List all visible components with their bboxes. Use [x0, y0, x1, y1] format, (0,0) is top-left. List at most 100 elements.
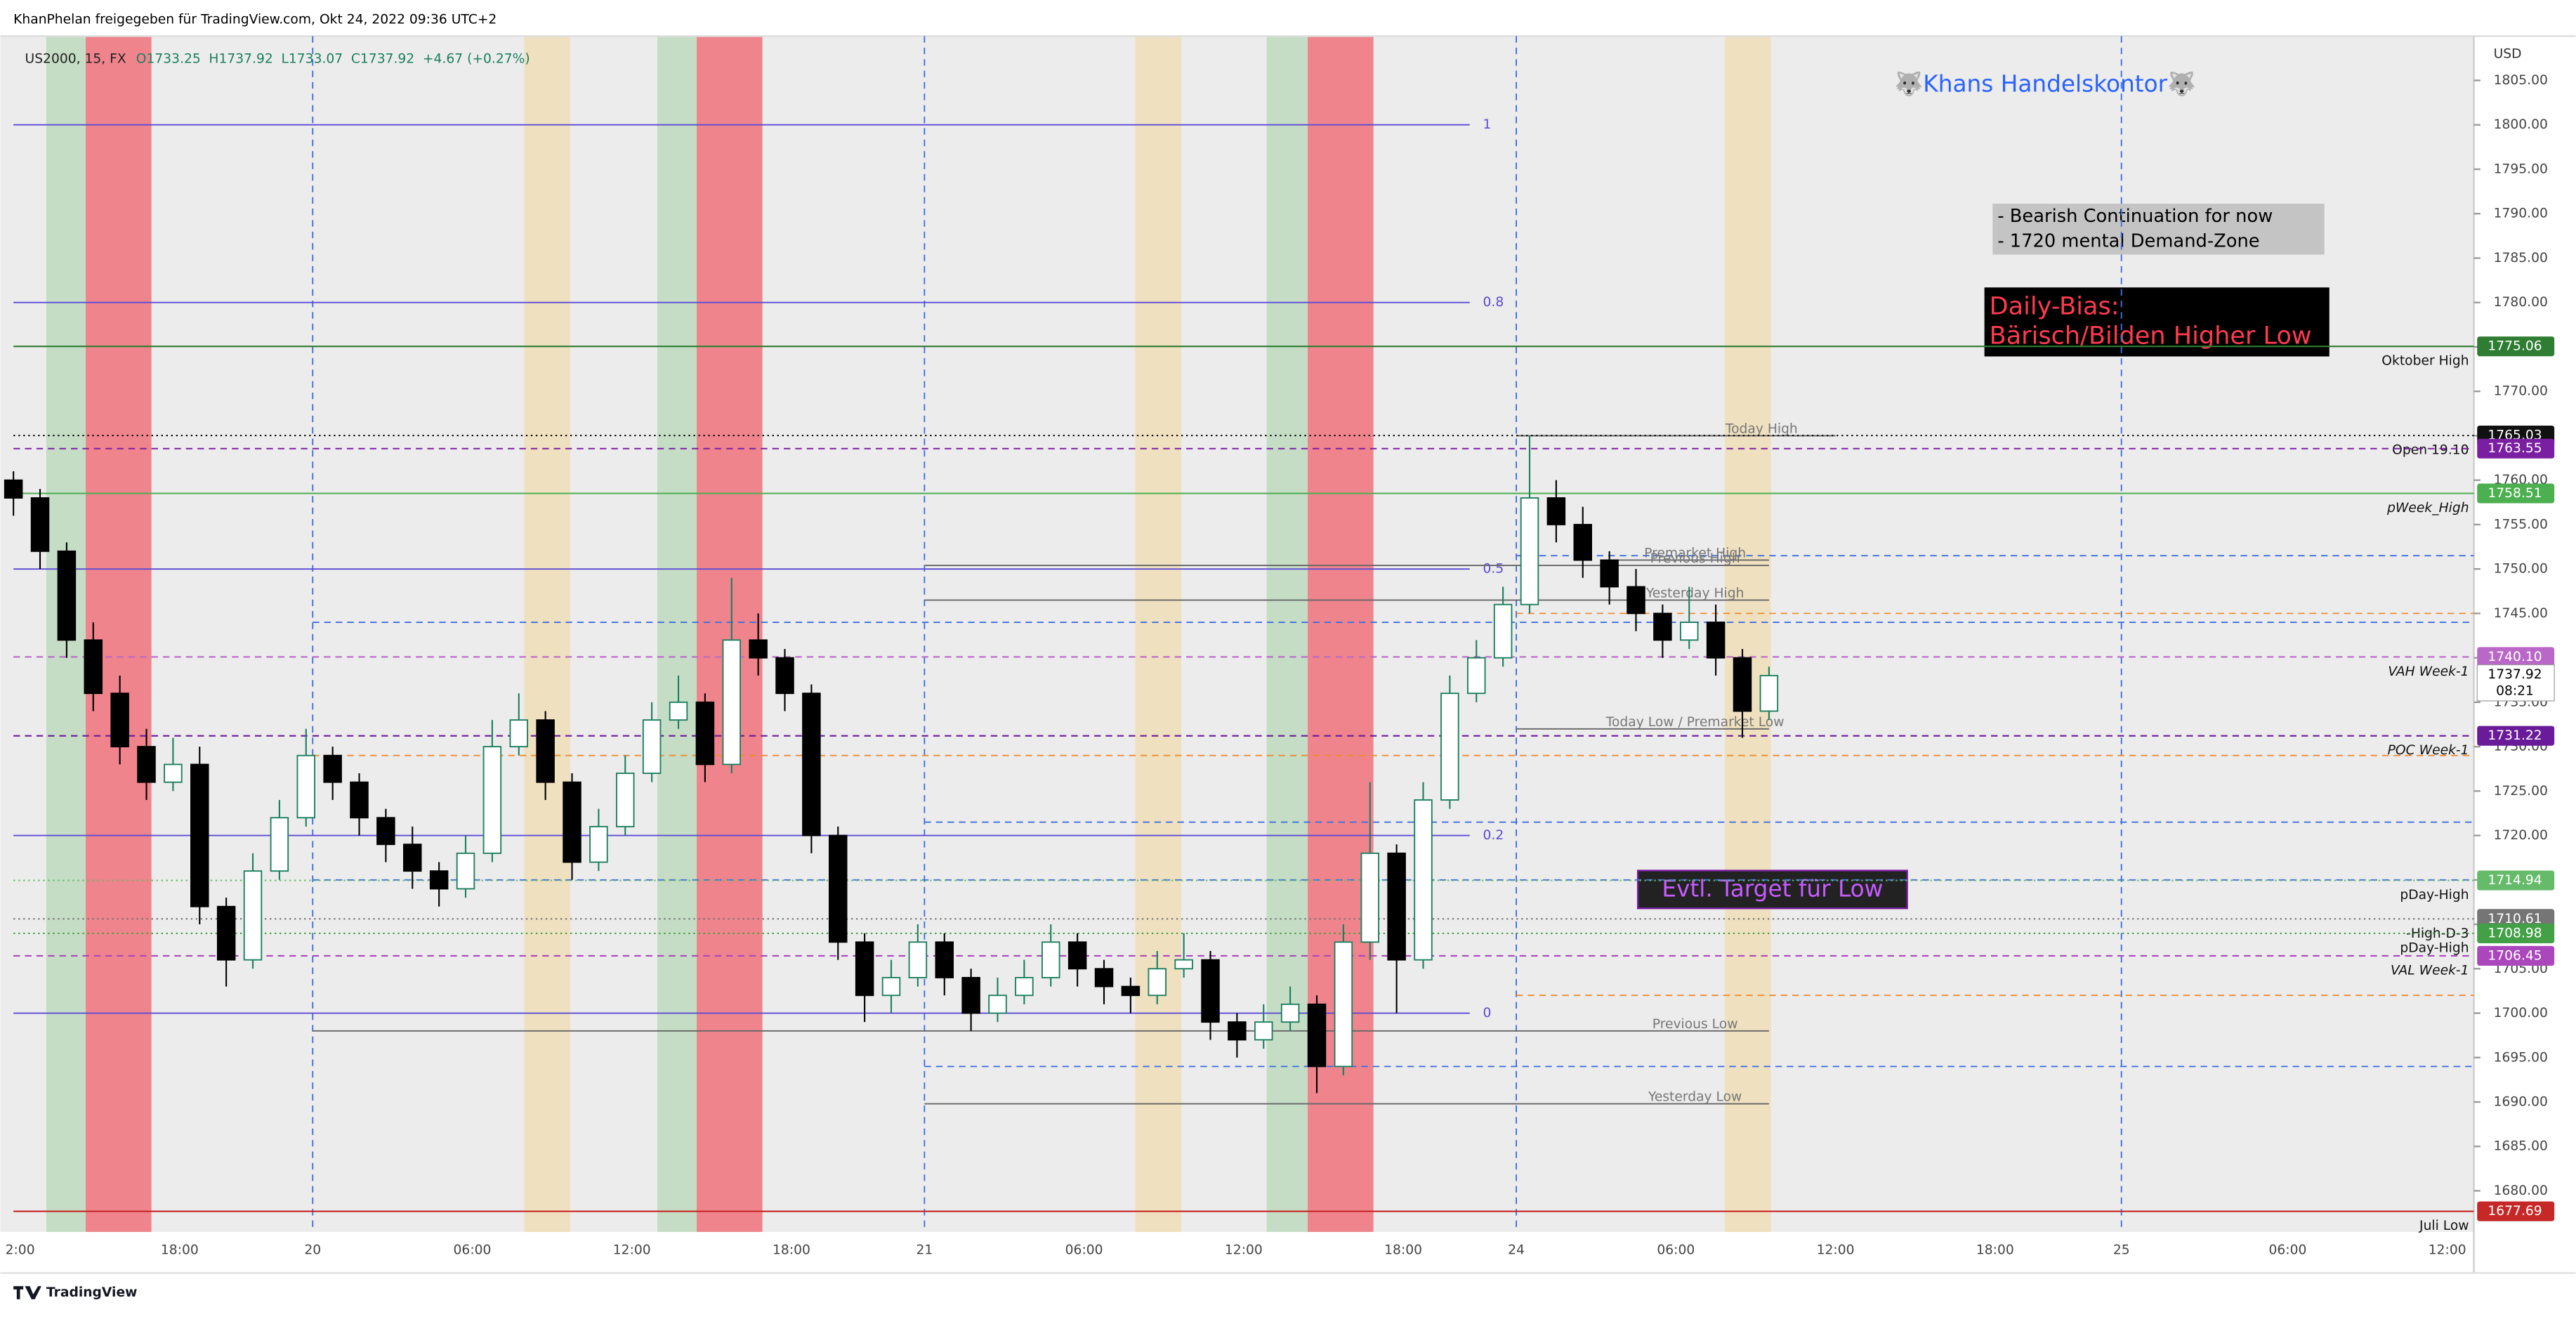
candle-body — [164, 763, 183, 783]
candle-body — [403, 844, 422, 872]
x-tick-label: 18:00 — [1384, 1242, 1422, 1257]
x-tick-label: 2:00 — [6, 1242, 35, 1257]
y-tick-label: 1785.00 — [2494, 251, 2548, 265]
level-label: Juli Low — [2419, 1219, 2469, 1233]
price-tag-label: 1775.06 — [2488, 339, 2542, 354]
candle-body — [1334, 941, 1353, 1068]
y-tick-label: 1800.00 — [2494, 117, 2548, 132]
price-tag — [2477, 1201, 2555, 1221]
y-tick-label: 1755.00 — [2494, 517, 2548, 532]
brand: 🐺Khans Handelskontor🐺 — [1894, 71, 2195, 98]
x-tick-label: 18:00 — [1976, 1242, 2014, 1257]
candle-body — [935, 941, 954, 978]
session-label: Previous Low — [1652, 1017, 1738, 1032]
price-tag — [2477, 945, 2555, 966]
price-tag-label: 1677.69 — [2488, 1204, 2542, 1219]
y-tick-label: 1680.00 — [2494, 1183, 2548, 1198]
fib-label: 0.5 — [1483, 562, 1504, 577]
x-tick-label: 12:00 — [613, 1242, 651, 1257]
candle-body — [1360, 852, 1380, 943]
candle-body — [1174, 959, 1193, 970]
candle-body — [190, 763, 209, 907]
price-tag — [2477, 483, 2555, 504]
candle-body — [1573, 523, 1593, 561]
candle-body — [961, 977, 980, 1014]
candle-body — [881, 977, 901, 997]
x-tick-label: 24 — [1508, 1242, 1525, 1257]
candle-body — [350, 781, 369, 819]
fib-label: 0.2 — [1483, 828, 1504, 843]
candle-body — [1228, 1021, 1247, 1041]
candle-body — [1759, 674, 1779, 712]
session-label: Premarket High — [1644, 546, 1746, 561]
candle-body — [1307, 1003, 1327, 1068]
candle-body — [1201, 959, 1220, 1023]
y-tick-label: 1695.00 — [2494, 1050, 2548, 1065]
x-tick-label: 20 — [304, 1242, 321, 1257]
price-tag-label: 1763.55 — [2488, 441, 2542, 456]
candle-body — [456, 852, 475, 890]
candle-body — [536, 719, 555, 783]
candle-body — [589, 825, 608, 863]
x-tick-label: 18:00 — [773, 1242, 810, 1257]
x-tick-label: 12:00 — [2429, 1242, 2466, 1257]
level-label: POC Week-1 — [2388, 743, 2469, 758]
level-label: VAH Week-1 — [2388, 664, 2469, 679]
candle-body — [482, 746, 502, 854]
candle-body — [137, 746, 156, 783]
last-price-tag — [2476, 664, 2555, 702]
x-tick-label: 12:00 — [1817, 1242, 1855, 1257]
level-label: pWeek_High — [2386, 501, 2469, 516]
candle-body — [695, 701, 715, 766]
y-tick-label: 1720.00 — [2494, 828, 2548, 843]
candle-body — [1627, 586, 1645, 615]
x-tick-label: 06:00 — [454, 1242, 492, 1257]
price-tag — [2477, 923, 2555, 943]
candle-body — [30, 497, 50, 552]
session-label: Today Low / Premarket Low — [1605, 715, 1785, 730]
level-label: pDay-High — [2400, 940, 2469, 955]
x-tick-label: 18:00 — [161, 1242, 199, 1257]
candle-body — [110, 693, 129, 748]
price-tag-label: 1758.51 — [2488, 486, 2542, 501]
candle-body — [1254, 1021, 1273, 1041]
candle-body — [1121, 985, 1141, 997]
level-label: Open 19.10 — [2392, 443, 2469, 458]
y-tick-label: 1770.00 — [2494, 384, 2548, 399]
y-tick-label: 1750.00 — [2494, 562, 2548, 577]
candle-body — [1653, 612, 1672, 641]
fib-label: 1 — [1483, 117, 1491, 132]
level-label: Oktober High — [2381, 354, 2469, 369]
candle-body — [57, 550, 77, 641]
candle-body — [642, 719, 662, 774]
candle-body — [855, 941, 874, 997]
y-tick-label: 1725.00 — [2494, 784, 2548, 799]
price-tag-label: 1740.10 — [2488, 650, 2542, 664]
candle-body — [1094, 968, 1114, 987]
ohlc-value: C1737.92 — [351, 52, 414, 67]
candle-body — [988, 995, 1007, 1014]
notes-box — [1992, 204, 2325, 255]
price-tag — [2477, 438, 2555, 459]
note: - 1720 mental Demand-Zone — [1997, 230, 2259, 251]
candle-body — [1067, 941, 1087, 970]
candle-body — [1493, 603, 1513, 659]
candle-body — [509, 719, 529, 748]
bias: Daily-Bias: — [1990, 291, 2120, 320]
candle-body — [1387, 852, 1406, 961]
candle-body — [1733, 657, 1752, 712]
share-title: KhanPhelan freigegeben für TradingView.c… — [13, 13, 497, 27]
candle-body — [1706, 622, 1726, 659]
candle-body — [829, 834, 848, 943]
y-tick-label: 1805.00 — [2494, 73, 2548, 88]
candle-body — [749, 639, 768, 659]
candle-body — [243, 870, 263, 961]
candle-body — [1041, 941, 1060, 978]
candle-body — [722, 639, 742, 766]
x-tick-label: 25 — [2113, 1242, 2130, 1257]
price-tag — [2477, 647, 2555, 667]
candle-body — [802, 693, 821, 836]
